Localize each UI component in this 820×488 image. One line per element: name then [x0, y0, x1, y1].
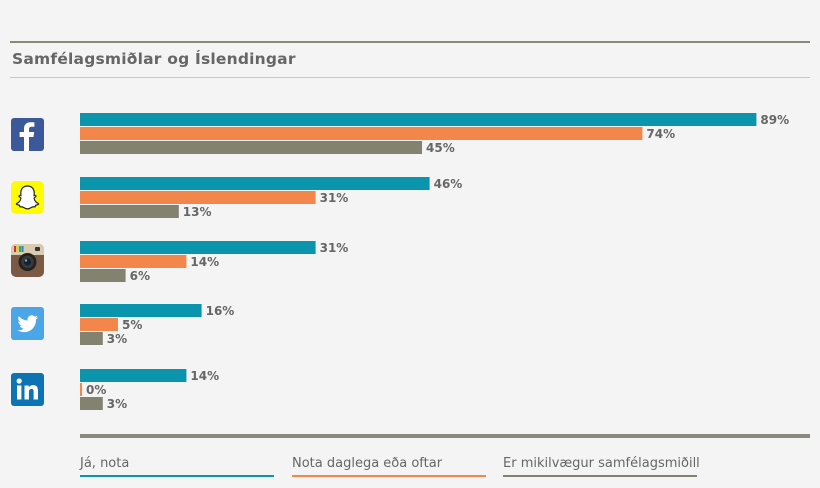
bar-twitter-series-1 [80, 304, 202, 317]
bar-instagram-series-2 [80, 255, 187, 268]
value-label-instagram-series-2: 14% [190, 255, 219, 269]
bar-linkedin-series-2 [80, 383, 82, 396]
bottom-rule [80, 434, 810, 438]
bar-snapchat-series-3 [80, 205, 179, 218]
bar-chart: 89%74%45%46%31%13%31%14%6%16%5%3%14%0%3% [80, 113, 789, 411]
top-rule [10, 41, 810, 43]
bar-facebook-series-2 [80, 127, 643, 140]
chart-title: Samfélagsmiðlar og Íslendingar [12, 50, 296, 68]
value-label-facebook-series-3: 45% [426, 141, 455, 155]
bar-twitter-series-3 [80, 332, 103, 345]
legend-line-mikilvaegur [503, 475, 697, 477]
snapchat-icon [11, 181, 44, 214]
linkedin-icon [11, 373, 44, 406]
value-label-facebook-series-1: 89% [760, 113, 789, 127]
instagram-icon [11, 244, 44, 277]
value-label-snapchat-series-1: 46% [434, 177, 463, 191]
legend-line-nota-daglega [292, 475, 486, 477]
value-label-linkedin-series-3: 3% [107, 397, 127, 411]
legend-line-ja-nota [80, 475, 274, 477]
legend-item-nota-daglega: Nota daglega eða oftar [292, 456, 443, 471]
bar-facebook-series-1 [80, 113, 757, 126]
value-label-facebook-series-2: 74% [646, 127, 675, 141]
value-label-twitter-series-3: 3% [107, 332, 127, 346]
legend-item-mikilvaegur: Er mikilvægur samfélagsmiðill [503, 456, 700, 471]
bar-linkedin-series-1 [80, 369, 187, 382]
value-label-instagram-series-3: 6% [130, 269, 150, 283]
bar-facebook-series-3 [80, 141, 422, 154]
value-label-linkedin-series-1: 14% [190, 369, 219, 383]
bar-instagram-series-3 [80, 269, 126, 282]
value-label-twitter-series-1: 16% [206, 304, 235, 318]
value-label-instagram-series-1: 31% [320, 241, 349, 255]
value-label-twitter-series-2: 5% [122, 318, 142, 332]
bar-snapchat-series-1 [80, 177, 430, 190]
bar-twitter-series-2 [80, 318, 118, 331]
facebook-icon [11, 118, 44, 151]
title-rule [10, 77, 810, 78]
bar-linkedin-series-3 [80, 397, 103, 410]
twitter-icon [11, 307, 44, 340]
bar-snapchat-series-2 [80, 191, 316, 204]
legend-item-ja-nota: Já, nota [80, 456, 130, 471]
bar-instagram-series-1 [80, 241, 316, 254]
value-label-snapchat-series-3: 13% [183, 205, 212, 219]
value-label-linkedin-series-2: 0% [86, 383, 106, 397]
value-label-snapchat-series-2: 31% [320, 191, 349, 205]
